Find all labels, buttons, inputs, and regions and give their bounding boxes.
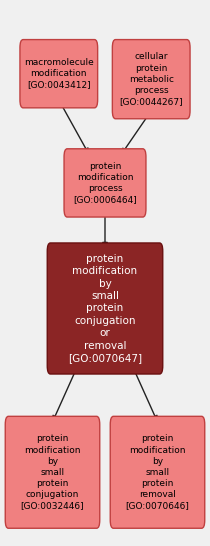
Text: cellular
protein
metabolic
process
[GO:0044267]: cellular protein metabolic process [GO:0… (119, 52, 183, 106)
FancyBboxPatch shape (5, 417, 100, 529)
FancyBboxPatch shape (20, 40, 98, 108)
Text: protein
modification
process
[GO:0006464]: protein modification process [GO:0006464… (73, 162, 137, 204)
FancyBboxPatch shape (47, 243, 163, 374)
FancyBboxPatch shape (110, 417, 205, 529)
FancyBboxPatch shape (64, 149, 146, 217)
Text: protein
modification
by
small
protein
conjugation
or
removal
[GO:0070647]: protein modification by small protein co… (68, 254, 142, 363)
Text: protein
modification
by
small
protein
removal
[GO:0070646]: protein modification by small protein re… (126, 435, 189, 510)
FancyBboxPatch shape (112, 40, 190, 119)
Text: macromolecule
modification
[GO:0043412]: macromolecule modification [GO:0043412] (24, 58, 94, 90)
Text: protein
modification
by
small
protein
conjugation
[GO:0032446]: protein modification by small protein co… (21, 435, 84, 510)
